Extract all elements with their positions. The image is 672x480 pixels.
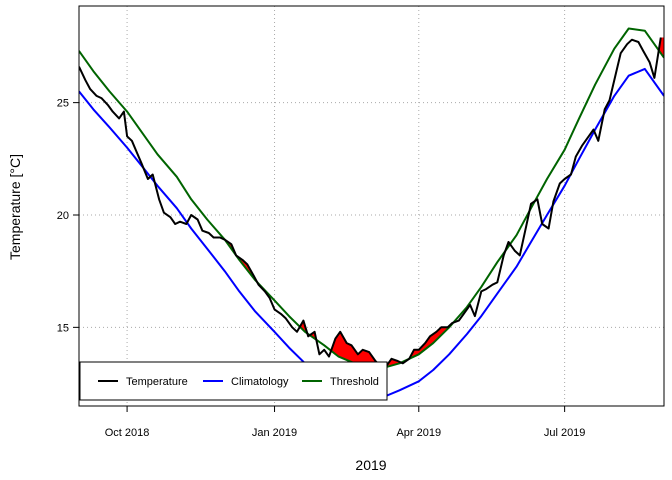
- y-axis-title: Temperature [°C]: [7, 154, 23, 260]
- series-line-temperature: [79, 37, 662, 367]
- legend-box: [79, 361, 388, 401]
- legend-item-temperature: Temperature: [98, 376, 188, 388]
- x-axis-title: 2019: [355, 457, 386, 473]
- x-tick-label-apr-2019: Apr 2019: [396, 427, 441, 439]
- x-tick-label-jul-2019: Jul 2019: [544, 427, 586, 439]
- series-line-threshold: [79, 27, 664, 369]
- plot-frame: [78, 5, 665, 407]
- x-tick-label-jan-2019: Jan 2019: [252, 427, 297, 439]
- grid-layer: [79, 6, 664, 406]
- event-fill-5: [331, 331, 401, 368]
- series-line-climatology: [79, 67, 664, 401]
- tick-layer: Oct 2018 Jan 2019 Apr 2019 Jul 2019 15 20 25: [57, 98, 586, 439]
- legend-label-climatology: Climatology: [231, 376, 289, 388]
- event-fill-6: [410, 322, 454, 359]
- y-tick-label-20: 20: [57, 210, 69, 222]
- series-line-layer: [79, 27, 664, 401]
- legend-label-temperature: Temperature: [126, 376, 188, 388]
- legend-label-threshold: Threshold: [330, 376, 379, 388]
- legend-item-threshold: Threshold: [302, 376, 379, 388]
- y-tick-label-25: 25: [57, 98, 69, 110]
- y-tick-label-15: 15: [57, 322, 69, 334]
- x-tick-label-oct-2018: Oct 2018: [105, 427, 150, 439]
- legend: Temperature Climatology Threshold: [79, 361, 388, 401]
- legend-item-climatology: Climatology: [203, 376, 289, 388]
